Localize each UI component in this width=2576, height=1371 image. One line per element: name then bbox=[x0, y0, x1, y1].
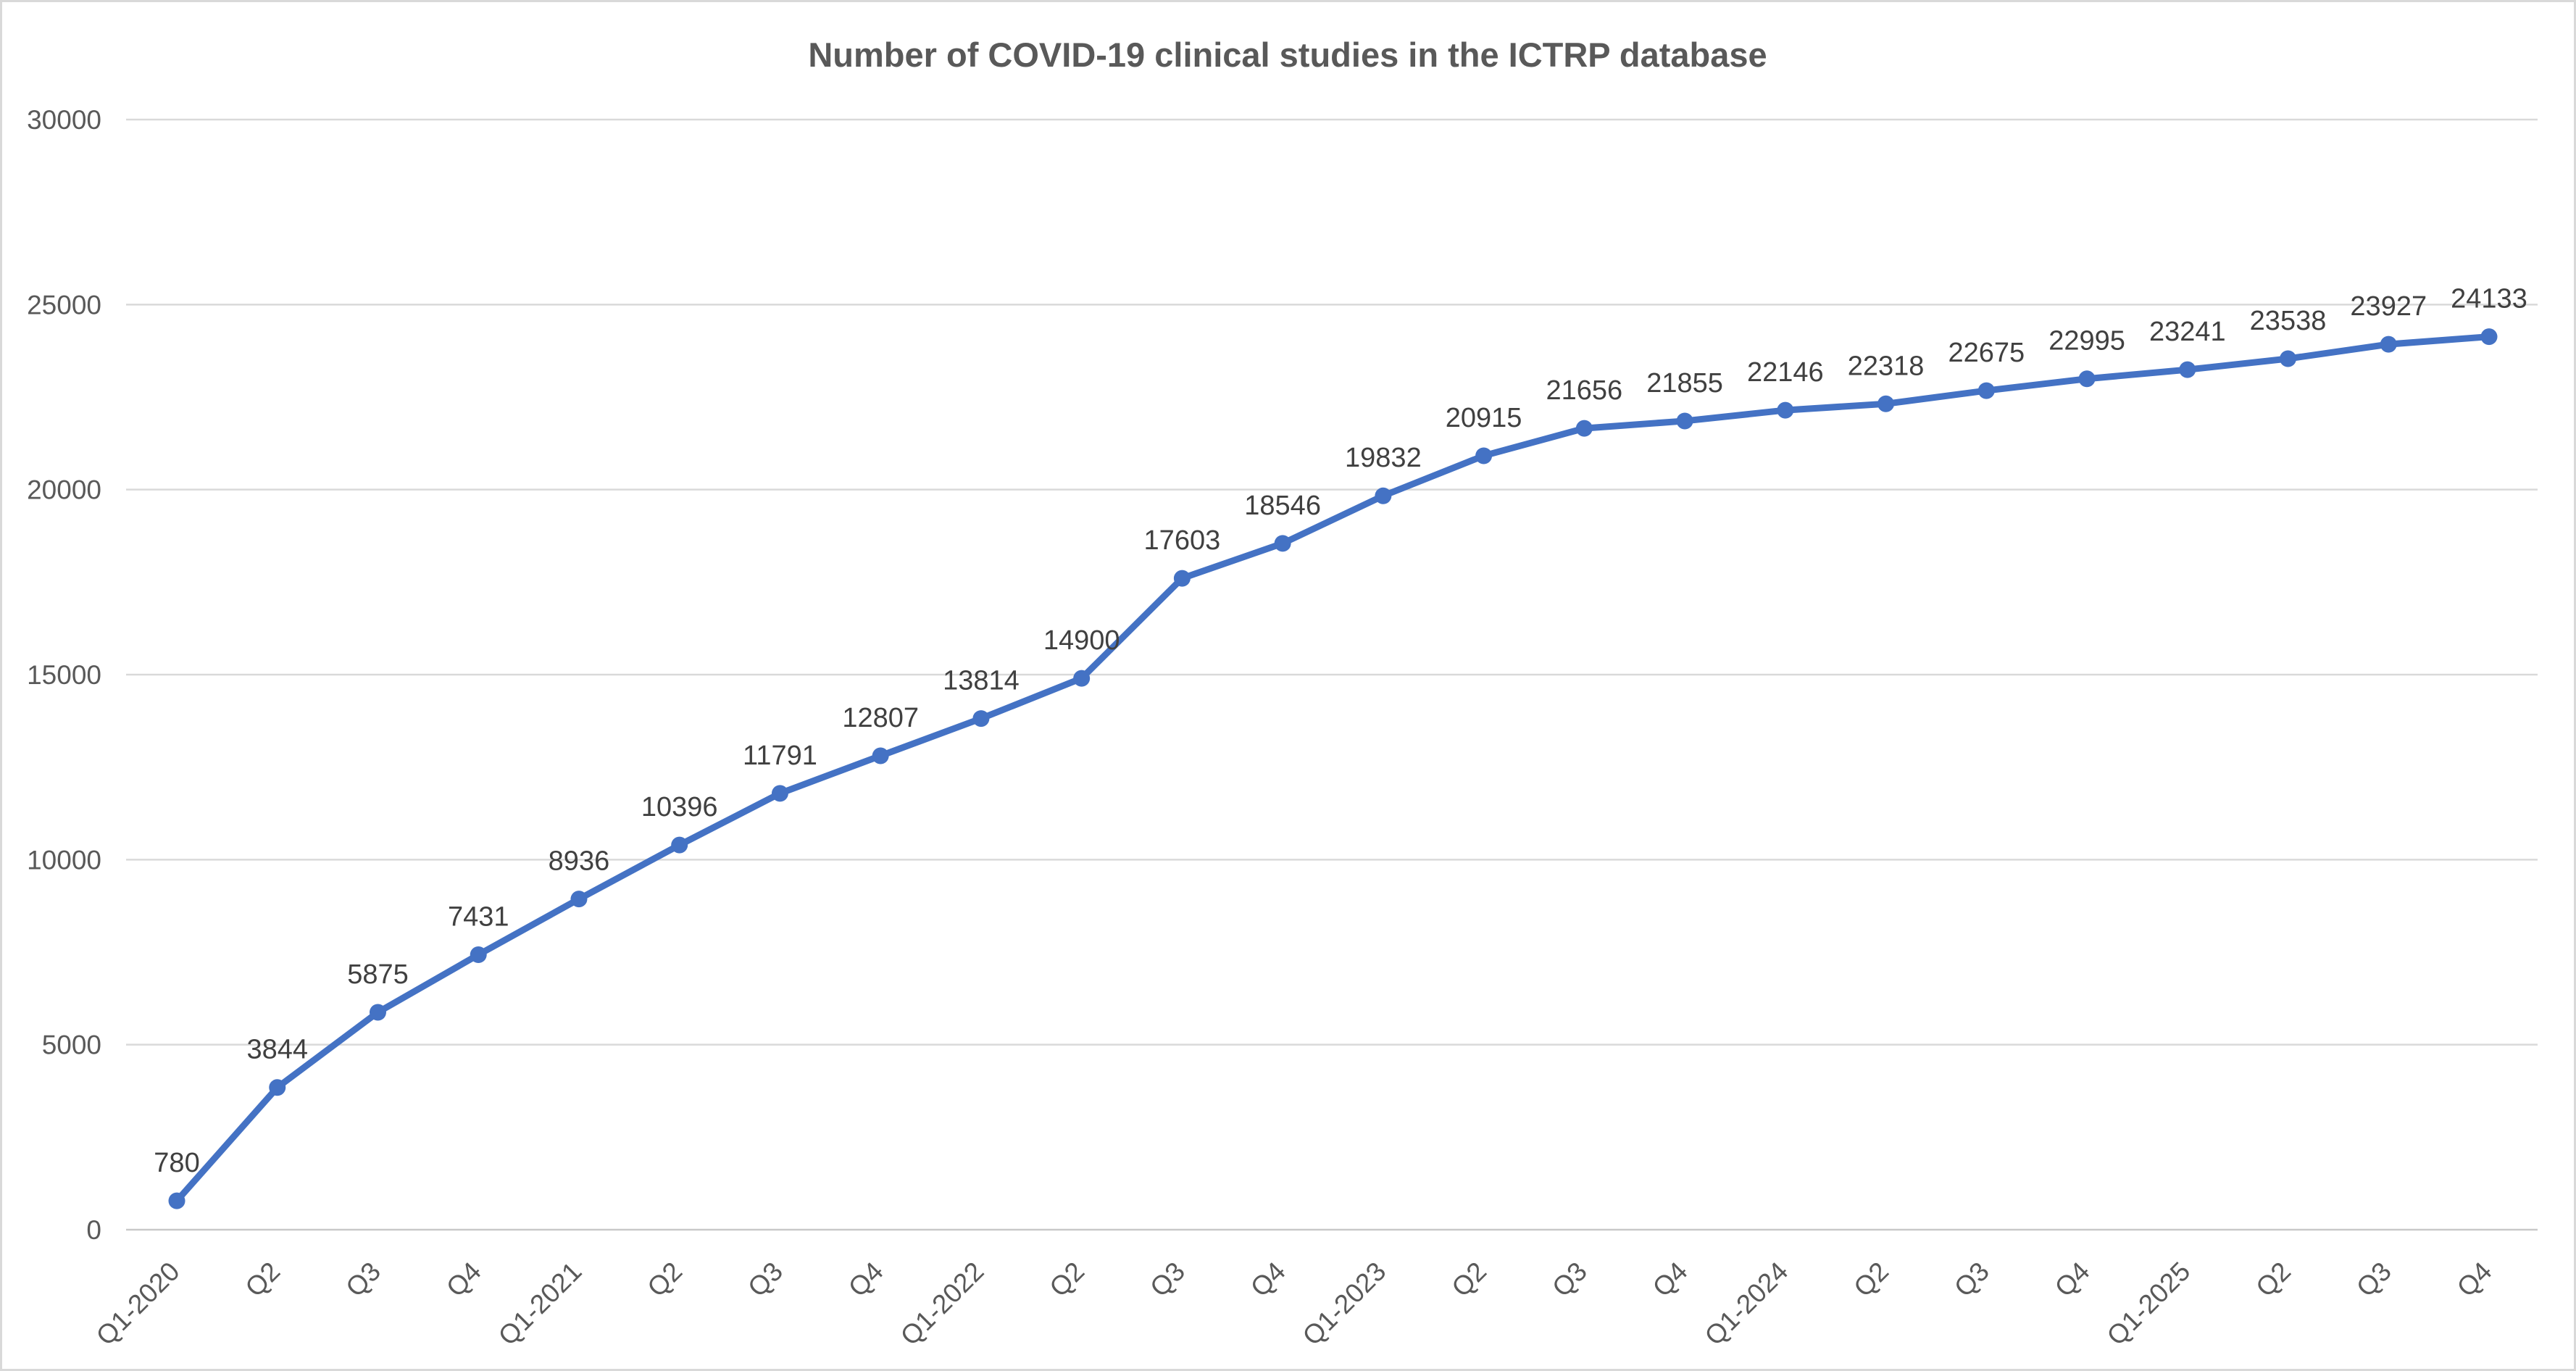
data-point-label: 21855 bbox=[1646, 368, 1723, 399]
y-axis-tick-label: 0 bbox=[86, 1215, 101, 1245]
data-point-label: 21656 bbox=[1546, 375, 1623, 406]
data-point-marker bbox=[972, 710, 990, 728]
data-point-marker bbox=[1877, 395, 1895, 412]
data-point-marker bbox=[771, 785, 788, 802]
data-point-label: 20915 bbox=[1446, 403, 1522, 433]
data-point-marker bbox=[2078, 370, 2096, 388]
data-point-marker bbox=[1777, 401, 1794, 419]
data-point-label: 23241 bbox=[2149, 317, 2226, 347]
data-series-line bbox=[173, 333, 2493, 1204]
data-point-marker bbox=[2280, 350, 2297, 367]
data-point-label: 23538 bbox=[2250, 306, 2327, 336]
y-axis-tick-label: 25000 bbox=[27, 290, 101, 320]
data-point-marker bbox=[1977, 382, 1995, 399]
data-point-label: 780 bbox=[154, 1148, 199, 1178]
data-point-marker bbox=[671, 836, 688, 854]
data-point-marker bbox=[470, 946, 487, 964]
data-point-label: 10396 bbox=[641, 792, 718, 822]
data-point-marker bbox=[269, 1079, 286, 1096]
data-point-label: 18546 bbox=[1244, 491, 1321, 521]
data-point-label: 24133 bbox=[2451, 284, 2527, 314]
data-point-marker bbox=[1274, 535, 1291, 552]
y-axis-tick-label: 5000 bbox=[42, 1030, 101, 1060]
data-point-label: 11791 bbox=[743, 741, 817, 771]
data-point-label: 22318 bbox=[1848, 351, 1925, 381]
y-axis-tick-label: 30000 bbox=[27, 105, 101, 135]
data-point-marker bbox=[2380, 336, 2397, 353]
y-axis-tick-label: 10000 bbox=[27, 845, 101, 875]
data-point-label: 23927 bbox=[2350, 291, 2427, 322]
data-point-label: 22995 bbox=[2048, 326, 2125, 357]
data-point-marker bbox=[1475, 447, 1493, 464]
data-point-label: 3844 bbox=[246, 1035, 308, 1065]
data-point-marker bbox=[1073, 670, 1091, 687]
data-point-label: 7431 bbox=[448, 902, 509, 933]
data-point-label: 22675 bbox=[1948, 338, 2025, 368]
data-point-label: 22146 bbox=[1747, 357, 1824, 388]
data-point-marker bbox=[872, 747, 889, 764]
data-point-marker bbox=[1676, 412, 1693, 430]
y-axis-tick-label: 15000 bbox=[27, 660, 101, 690]
data-point-marker bbox=[369, 1004, 386, 1021]
data-point-marker bbox=[1173, 570, 1191, 587]
data-point-marker bbox=[570, 891, 588, 908]
data-point-marker bbox=[2179, 361, 2196, 378]
chart-title: Number of COVID-19 clinical studies in t… bbox=[808, 36, 1767, 74]
data-point-label: 13814 bbox=[943, 666, 1020, 696]
data-point-label: 5875 bbox=[347, 959, 409, 990]
data-point-label: 19832 bbox=[1345, 443, 1422, 473]
data-point-marker bbox=[2480, 328, 2498, 346]
data-point-label: 8936 bbox=[549, 846, 610, 877]
y-axis-tick-label: 20000 bbox=[27, 475, 101, 505]
data-point-label: 14900 bbox=[1043, 625, 1120, 656]
data-point-label: 12807 bbox=[842, 703, 919, 733]
data-point-label: 17603 bbox=[1144, 525, 1221, 556]
data-point-marker bbox=[1575, 420, 1593, 437]
data-point-marker bbox=[168, 1192, 186, 1209]
data-point-marker bbox=[1375, 487, 1392, 504]
